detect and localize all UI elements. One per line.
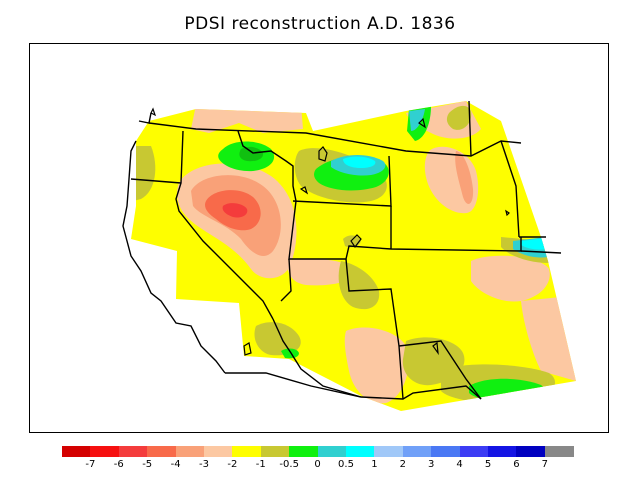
pdsi-map xyxy=(122,100,576,411)
legend-swatch xyxy=(175,446,205,457)
near-normal-west xyxy=(133,146,156,201)
lake-2 xyxy=(150,107,157,117)
nv-border xyxy=(280,258,292,302)
legend-swatch xyxy=(544,446,574,457)
legend-swatch xyxy=(317,446,347,457)
pdsi-field xyxy=(131,101,576,411)
near-normal-south-west xyxy=(254,322,301,356)
legend-swatch xyxy=(431,446,461,457)
boundary-lines xyxy=(122,100,562,400)
legend-swatch xyxy=(232,446,262,457)
legend-tick-label: 5 xyxy=(484,459,492,470)
dry-zone-east xyxy=(471,255,550,302)
legend-swatch xyxy=(90,446,120,457)
legend-tick-label: -1 xyxy=(255,459,266,470)
dry-zone-arizona-south xyxy=(344,327,409,404)
color-legend: -7 -6 -5 -4 -3 -2 -1 -0.5 0 0.5 1 2 3 4 5 6 7 xyxy=(62,446,578,474)
dry-zone-nevada-center xyxy=(222,203,248,218)
legend-tick-label: -6 xyxy=(113,459,124,470)
legend-tick-label: 4 xyxy=(456,459,463,470)
legend-tick-label: -0.5 xyxy=(279,459,299,470)
wet-zone-idaho-core xyxy=(239,146,264,162)
wet-zone-wyoming-cyan-core xyxy=(343,156,376,168)
lake-1 xyxy=(418,117,426,129)
or-ca-border xyxy=(130,178,182,184)
legend-swatch xyxy=(118,446,148,457)
ne-border xyxy=(468,100,520,238)
legend-swatch xyxy=(459,446,489,457)
legend-tick-label: 1 xyxy=(371,459,378,470)
legend-swatch xyxy=(346,446,375,457)
legend-swatch xyxy=(374,446,404,457)
legend-tick-label: 0 xyxy=(314,459,321,470)
lakes xyxy=(150,107,510,356)
ks-border xyxy=(520,250,562,254)
near-normal-mid xyxy=(338,261,380,310)
legend-swatch xyxy=(62,446,91,457)
wet-zone-south xyxy=(281,348,299,359)
legend-tick-label: -3 xyxy=(199,459,209,470)
dry-zone-colorado-core xyxy=(455,151,474,204)
legend-swatch xyxy=(289,446,319,457)
legend-swatch xyxy=(516,446,546,457)
az-nm-border xyxy=(345,258,404,400)
legend-swatch xyxy=(260,446,290,457)
legend-tick-label: 0.5 xyxy=(338,459,354,470)
lake-4 xyxy=(432,341,439,356)
wet-zone-north-east-cyan xyxy=(409,109,425,131)
map-title: PDSI reconstruction A.D. 1836 xyxy=(184,14,456,34)
lake-5 xyxy=(243,342,252,356)
legend-tick-label: -4 xyxy=(170,459,181,470)
nm-tx-border xyxy=(398,340,482,400)
lake-3 xyxy=(299,186,309,195)
wet-zone-east-core xyxy=(521,238,547,250)
gulf-coast xyxy=(272,318,362,398)
legend-tick-label: 3 xyxy=(428,459,435,470)
id-mt-border xyxy=(237,130,297,202)
yellowstone-lake xyxy=(318,146,328,162)
map-frame xyxy=(29,43,609,433)
legend-tick-label: -5 xyxy=(142,459,153,470)
great-salt-lake xyxy=(350,234,362,249)
legend-tick-label: 7 xyxy=(541,459,548,470)
legend-tick-label: 6 xyxy=(513,459,520,470)
legend-tick-label: -2 xyxy=(227,459,238,470)
dry-zone-north xyxy=(191,105,303,133)
legend-swatch xyxy=(402,446,432,457)
lake-6 xyxy=(505,209,510,217)
legend-swatch xyxy=(147,446,177,457)
legend-tick-label: 2 xyxy=(399,459,406,470)
legend-swatch xyxy=(204,446,233,457)
mexico-border xyxy=(225,372,482,400)
near-normal-ne xyxy=(446,105,472,130)
legend-tick-label: -7 xyxy=(85,459,96,470)
legend-swatch xyxy=(488,446,517,457)
